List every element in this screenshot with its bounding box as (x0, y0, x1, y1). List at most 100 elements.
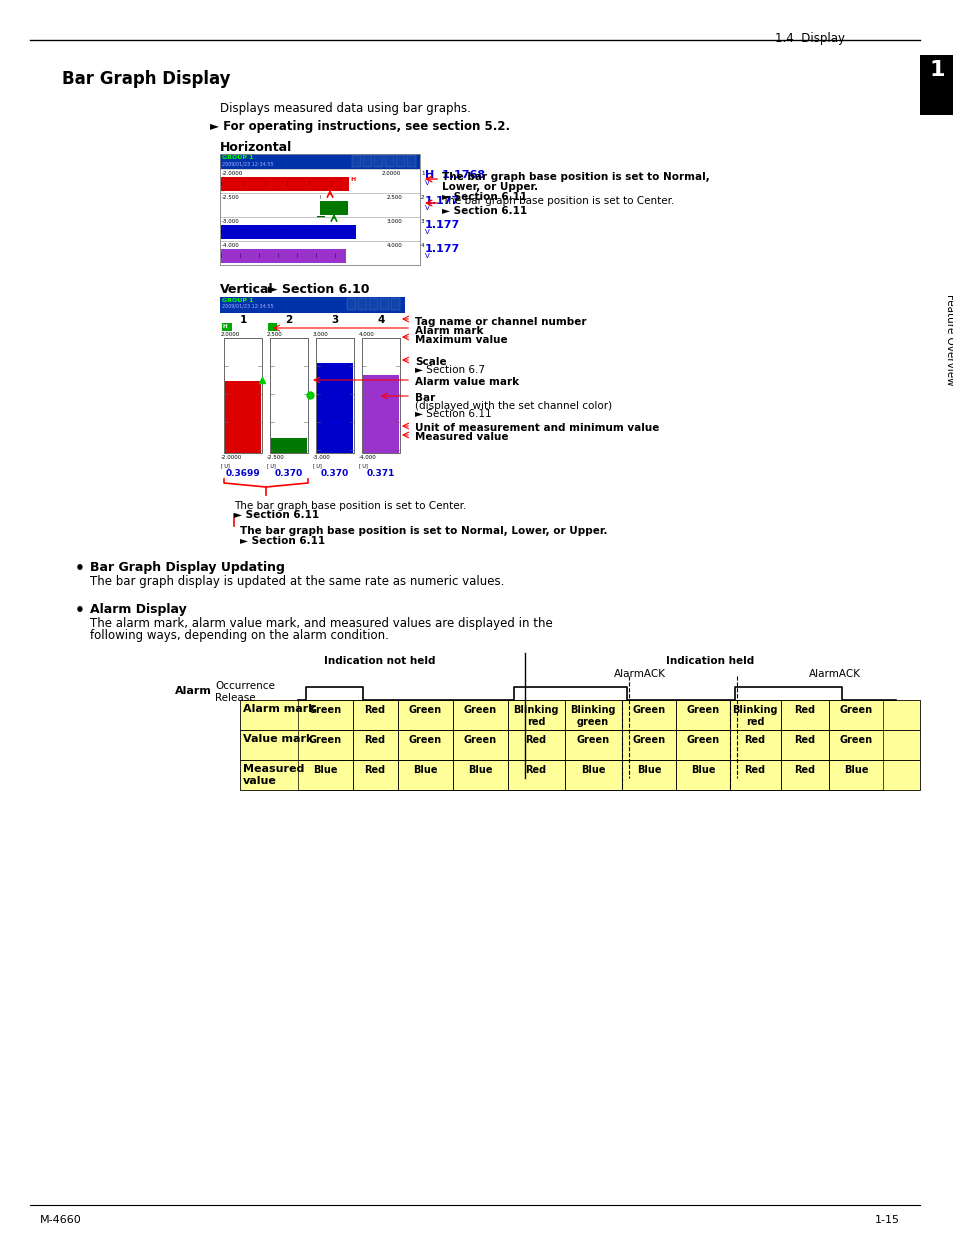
Text: Red: Red (364, 764, 385, 776)
Bar (374, 156, 382, 167)
Bar (270, 338, 308, 453)
Text: Green: Green (408, 705, 441, 715)
Text: The bar graph base position is set to Center.: The bar graph base position is set to Ce… (441, 196, 674, 206)
Bar (729, 730, 781, 760)
Text: Green: Green (576, 735, 609, 745)
Text: -4.000: -4.000 (358, 454, 376, 459)
Text: 2: 2 (285, 315, 293, 325)
Text: Blue: Blue (313, 764, 337, 776)
Bar (352, 156, 360, 167)
Text: •: • (75, 603, 85, 618)
Text: 3: 3 (331, 315, 338, 325)
Text: Lower, or Upper.: Lower, or Upper. (441, 182, 537, 191)
Bar (361, 338, 399, 453)
Text: 2.0000: 2.0000 (381, 170, 401, 177)
Text: Red: Red (794, 764, 815, 776)
Bar (385, 156, 394, 167)
Bar (240, 700, 919, 730)
Text: -2.500: -2.500 (267, 454, 284, 459)
Text: Alarm: Alarm (174, 685, 212, 697)
Bar (453, 730, 507, 760)
Text: Blinking
red: Blinking red (513, 705, 558, 726)
Text: •: • (75, 561, 85, 576)
Text: ► Section 6.11: ► Section 6.11 (415, 409, 491, 419)
Text: Green: Green (686, 735, 719, 745)
Text: 2.500: 2.500 (267, 332, 282, 337)
Text: -4.000: -4.000 (222, 243, 239, 248)
Bar (729, 700, 781, 730)
Text: 1-15: 1-15 (874, 1215, 899, 1225)
Text: Blue: Blue (690, 764, 715, 776)
Text: Blinking
red: Blinking red (732, 705, 777, 726)
Text: -3.000: -3.000 (313, 454, 331, 459)
Bar (397, 700, 453, 730)
Bar (315, 338, 354, 453)
Bar (297, 760, 353, 790)
Text: 3.000: 3.000 (387, 219, 402, 224)
Bar (676, 730, 729, 760)
Text: Green: Green (463, 705, 497, 715)
Bar (240, 730, 919, 760)
Bar (221, 225, 355, 240)
Text: The bar graph display is updated at the same rate as numeric values.: The bar graph display is updated at the … (90, 576, 504, 588)
Text: 1.177: 1.177 (424, 196, 459, 206)
Text: (displayed with the set channel color): (displayed with the set channel color) (415, 401, 612, 411)
Text: Bar Graph Display: Bar Graph Display (62, 70, 231, 88)
Bar (507, 730, 564, 760)
Text: Green: Green (408, 735, 441, 745)
Text: Feature Overview: Feature Overview (944, 294, 953, 385)
Bar (220, 154, 419, 169)
Text: Tag name or channel number: Tag name or channel number (415, 317, 586, 327)
Bar (316, 216, 325, 220)
Bar (507, 700, 564, 730)
Bar (828, 760, 882, 790)
Bar (224, 338, 262, 453)
Text: Maximum value: Maximum value (415, 335, 507, 345)
Text: following ways, depending on the alarm condition.: following ways, depending on the alarm c… (90, 629, 389, 642)
Text: [ U]: [ U] (358, 463, 367, 468)
Bar (676, 760, 729, 790)
Text: V: V (424, 228, 429, 235)
Text: Alarm value mark: Alarm value mark (415, 377, 518, 387)
Text: 1.177: 1.177 (424, 245, 459, 254)
Text: 4: 4 (377, 315, 384, 325)
Bar (369, 298, 377, 310)
Text: 3.000: 3.000 (313, 332, 329, 337)
Bar (397, 760, 453, 790)
Text: Unit of measurement and minimum value: Unit of measurement and minimum value (415, 424, 659, 433)
Text: Measured value: Measured value (415, 432, 508, 442)
Bar (828, 730, 882, 760)
Bar (225, 382, 261, 453)
Text: Red: Red (364, 705, 385, 715)
Text: 1.4  Display: 1.4 Display (774, 32, 844, 44)
Bar (453, 760, 507, 790)
Text: The bar graph base position is set to Normal,: The bar graph base position is set to No… (441, 172, 709, 182)
Bar (222, 324, 232, 331)
Text: 4.000: 4.000 (358, 332, 375, 337)
Text: -2.500: -2.500 (222, 195, 239, 200)
Text: 0.371: 0.371 (366, 469, 395, 478)
Bar (564, 760, 621, 790)
Text: Red: Red (794, 735, 815, 745)
Bar (268, 324, 276, 331)
Text: ► Section 6.10: ► Section 6.10 (268, 283, 369, 296)
Text: H  1.1768: H 1.1768 (424, 170, 485, 180)
Bar (220, 193, 419, 217)
Text: The bar graph base position is set to Normal, Lower, or Upper.: The bar graph base position is set to No… (240, 526, 607, 536)
Bar (507, 760, 564, 790)
Text: -2.0000: -2.0000 (221, 454, 242, 459)
Bar (621, 700, 676, 730)
Text: ► Section 6.11: ► Section 6.11 (441, 191, 527, 203)
Bar (220, 217, 419, 241)
Text: 1.177: 1.177 (424, 220, 459, 230)
Bar (220, 296, 405, 312)
Text: Value mark: Value mark (243, 734, 313, 743)
Bar (621, 760, 676, 790)
Text: 0.370: 0.370 (274, 469, 303, 478)
Text: Green: Green (632, 735, 665, 745)
Bar (240, 760, 919, 790)
Bar (676, 700, 729, 730)
Text: The alarm mark, alarm value mark, and measured values are displayed in the: The alarm mark, alarm value mark, and me… (90, 618, 552, 630)
Text: Green: Green (839, 705, 872, 715)
Bar (357, 298, 367, 310)
